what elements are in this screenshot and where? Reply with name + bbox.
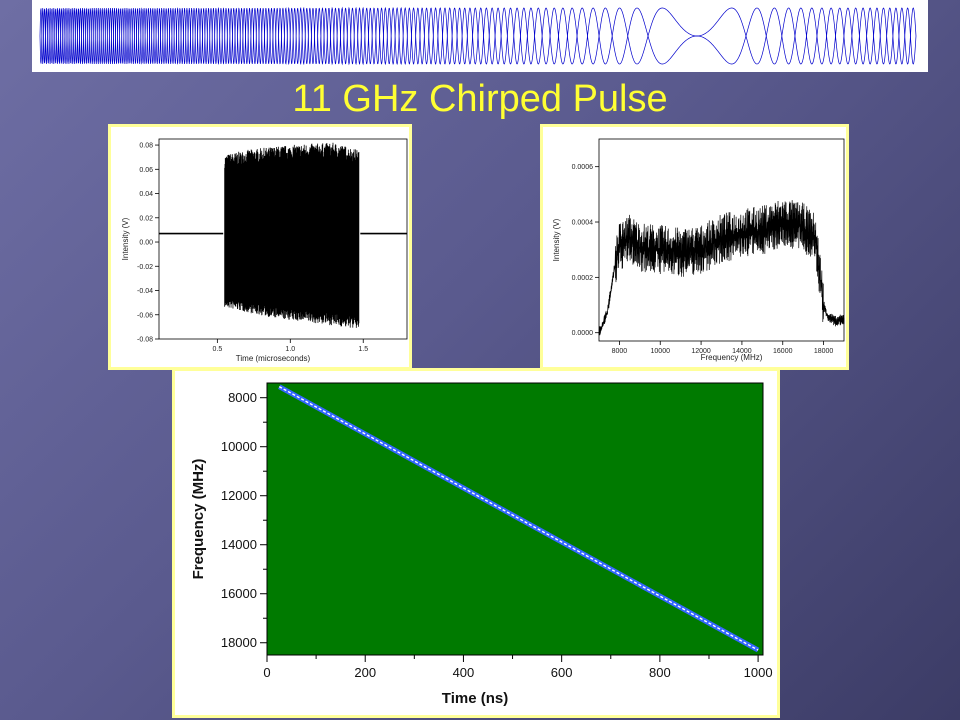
y-tick-label: 12000 <box>221 488 257 503</box>
x-tick-label: 16000 <box>773 348 793 355</box>
y-tick-label: 0.02 <box>139 215 153 222</box>
y-tick-label: -0.04 <box>137 288 153 295</box>
y-tick-label: 0.08 <box>139 143 153 150</box>
x-tick-label: 0 <box>263 665 270 680</box>
x-tick-label: 12000 <box>691 348 711 355</box>
x-axis-label: Time (microseconds) <box>236 354 311 363</box>
x-tick-label: 1.0 <box>285 346 295 353</box>
frequency-spectrum-panel: 8000 10000 12000 14000 16000 18000 0.0006 0.000… <box>540 124 849 370</box>
y-tick-label: 0.0002 <box>572 275 594 282</box>
y-tick-label: 10000 <box>221 439 257 454</box>
y-tick-label: 0.04 <box>139 191 153 198</box>
y-axis-label: Frequency (MHz) <box>190 459 207 580</box>
plot-frame <box>158 138 408 340</box>
y-axis-label: Intensity (V) <box>552 218 561 261</box>
x-tick-label: 1.5 <box>358 346 368 353</box>
slide-title: 11 GHz Chirped Pulse <box>292 78 668 120</box>
spectrogram-panel: 0 200 400 600 800 1000 8000 10000 12000 14000 1600… <box>172 368 780 718</box>
chirp-waveform-banner <box>32 0 928 72</box>
x-tick-label: 10000 <box>651 348 671 355</box>
x-tick-label: 1000 <box>744 665 773 680</box>
x-tick-label: 18000 <box>814 348 834 355</box>
x-tick-label: 600 <box>551 665 573 680</box>
time-domain-chart: 0.5 1.0 1.5 0.08 0.06 0.04 0.02 0.00 -0.02 -0.04 -… <box>121 138 408 363</box>
x-axis-label: Time (ns) <box>442 690 508 707</box>
x-tick-label: 14000 <box>732 348 752 355</box>
x-axis-label: Frequency (MHz) <box>701 353 763 362</box>
spectrogram-chart: 0 200 400 600 800 1000 8000 10000 12000 14000 1600… <box>190 382 773 707</box>
y-tick-label: -0.06 <box>137 312 153 319</box>
y-tick-label: 0.0000 <box>572 330 594 337</box>
x-tick-label: 800 <box>649 665 671 680</box>
y-tick-label: 16000 <box>221 586 257 601</box>
y-tick-label: 14000 <box>221 537 257 552</box>
y-tick-label: 0.00 <box>139 240 153 247</box>
signal-trace <box>224 142 360 328</box>
y-tick-label: 8000 <box>228 390 257 405</box>
y-tick-label: 0.06 <box>139 167 153 174</box>
time-domain-panel: 0.5 1.0 1.5 0.08 0.06 0.04 0.02 0.00 -0.02 -0.04 -… <box>108 124 412 370</box>
x-tick-label: 400 <box>453 665 475 680</box>
x-tick-label: 200 <box>354 665 376 680</box>
y-tick-label: 0.0006 <box>572 164 594 171</box>
chirp-fit-line <box>278 386 759 651</box>
y-tick-label: 18000 <box>221 635 257 650</box>
chirped-waveform-icon <box>39 6 917 66</box>
y-axis-label: Intensity (V) <box>121 217 130 260</box>
plot-frame <box>598 138 845 342</box>
y-tick-label: 0.0004 <box>572 220 594 227</box>
x-tick-label: 0.5 <box>212 346 222 353</box>
x-tick-label: 8000 <box>612 348 628 355</box>
spectrum-trace <box>598 200 845 336</box>
y-tick-label: -0.08 <box>137 337 153 344</box>
banner-wave-lower <box>39 6 917 66</box>
frequency-spectrum-chart: 8000 10000 12000 14000 16000 18000 0.0006 0.000… <box>552 138 845 362</box>
y-tick-label: -0.02 <box>137 264 153 271</box>
